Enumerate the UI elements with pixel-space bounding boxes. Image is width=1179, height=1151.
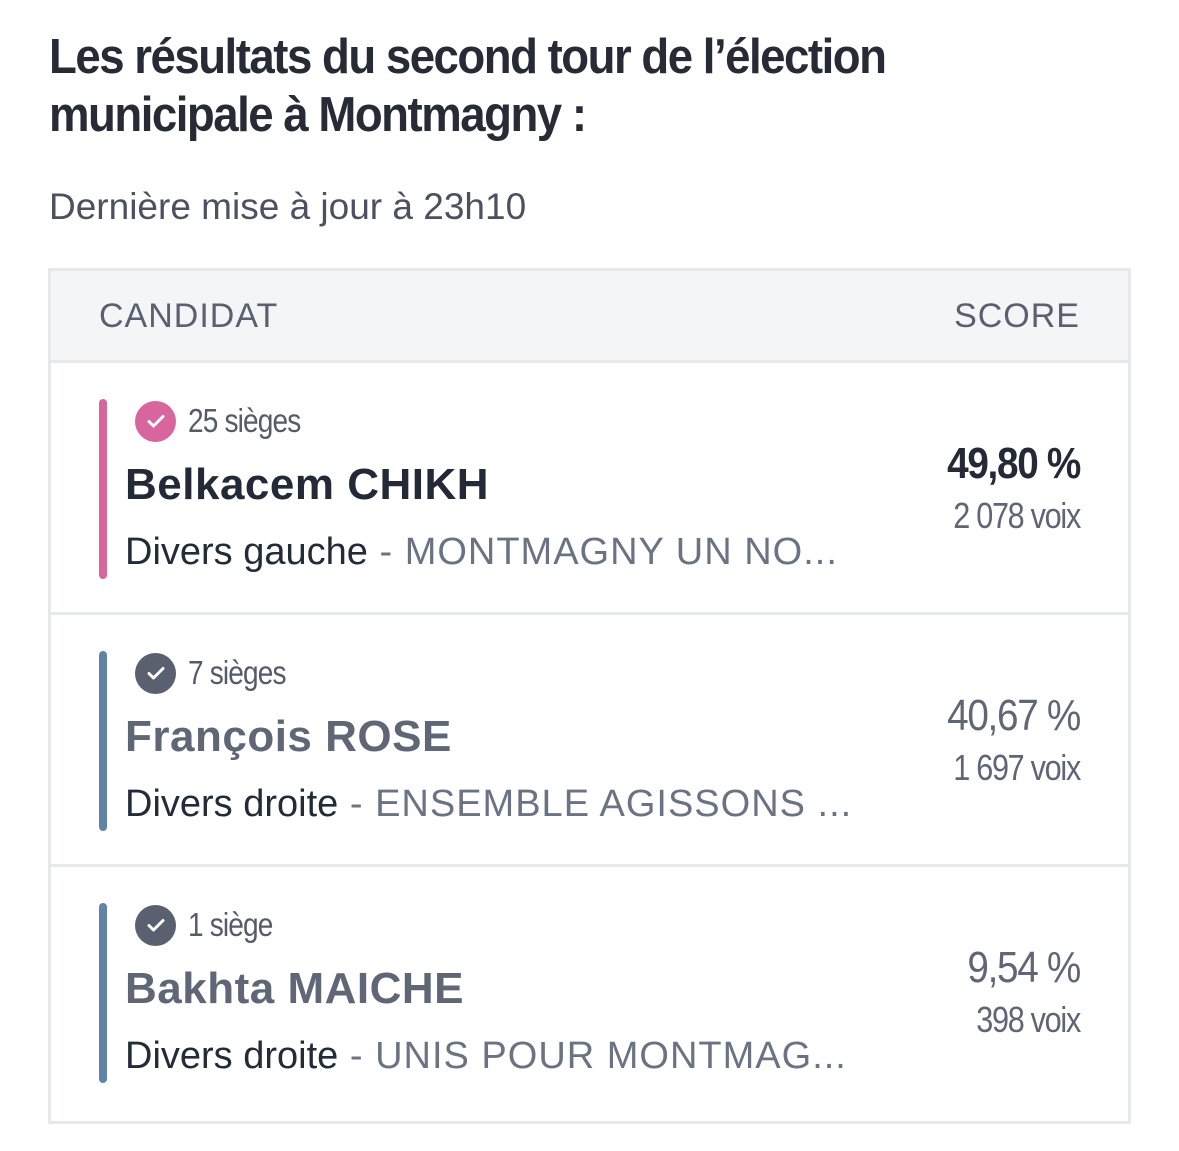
page-title: Les résultats du second tour de l’électi… [49,30,887,142]
last-update: Dernière mise à jour à 23h10 [49,186,527,227]
party-label: Divers droite [125,783,339,825]
check-circle-icon [135,904,176,946]
candidate-row[interactable]: 7 sièges François ROSE Divers droite - E… [51,615,1128,867]
candidate-name: Bakhta MAICHE [125,964,464,1013]
check-circle-icon [135,652,176,694]
header-score: SCORE [954,297,1080,335]
seats-count: 7 sièges [188,654,287,691]
party-separator: - [367,531,405,573]
table-header: CANDIDAT SCORE [51,271,1128,363]
check-circle-icon [135,400,176,442]
score-block: 40,67 % 1 697 voix [929,691,1081,789]
score-percent: 49,80 % [947,439,1081,488]
seats-count: 1 siège [188,906,273,943]
candidate-name: François ROSE [125,712,452,761]
candidate-name: Belkacem CHIKH [125,460,490,509]
party-color-bar [99,903,107,1083]
party-separator: - [338,1035,376,1077]
candidate-row[interactable]: 1 siège Bakhta MAICHE Divers droite - UN… [51,867,1128,1119]
seats-info: 1 siège [135,903,287,947]
list-name: ENSEMBLE AGISSONS ... [375,783,853,825]
party-separator: - [338,783,376,825]
list-name: UNIS POUR MONTMAG... [375,1035,847,1077]
candidate-party: Divers gauche - MONTMAGNY UN NO... [125,531,905,574]
score-votes: 2 078 voix [953,495,1081,536]
list-name: MONTMAGNY UN NO... [404,531,838,573]
party-label: Divers droite [125,1035,339,1077]
candidate-party: Divers droite - ENSEMBLE AGISSONS ... [125,783,905,826]
results-table: CANDIDAT SCORE 25 sièges Belkacem CHIKH … [48,268,1131,1124]
seats-info: 25 sièges [135,399,320,443]
score-votes: 1 697 voix [953,747,1081,788]
party-label: Divers gauche [125,531,368,573]
candidate-row[interactable]: 25 sièges Belkacem CHIKH Divers gauche -… [51,363,1128,615]
candidate-party: Divers droite - UNIS POUR MONTMAG... [125,1035,905,1078]
score-percent: 40,67 % [947,691,1081,740]
score-percent: 9,54 % [967,943,1081,992]
score-block: 49,80 % 2 078 voix [929,439,1081,537]
score-block: 9,54 % 398 voix [952,943,1081,1041]
seats-info: 7 sièges [135,651,303,695]
seats-count: 25 sièges [188,402,301,439]
party-color-bar [99,651,107,831]
party-color-bar [99,399,107,579]
header-candidate: CANDIDAT [99,297,279,335]
score-votes: 398 voix [976,999,1081,1040]
